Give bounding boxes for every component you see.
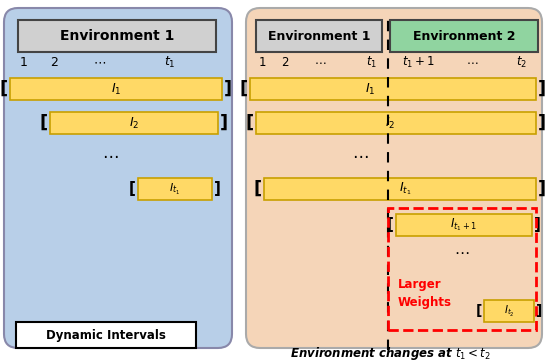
Bar [484,300,534,322]
Text: ]: ] [538,80,546,98]
Text: ]: ] [214,182,221,197]
Text: $\cdots$: $\cdots$ [93,55,106,68]
Text: [: [ [0,80,8,98]
Text: $t_1$: $t_1$ [164,55,176,70]
Text: [: [ [387,218,394,233]
Bar [256,20,382,52]
Text: $t_1$: $t_1$ [366,55,377,70]
Text: Environment 1: Environment 1 [60,29,174,43]
Text: ]: ] [220,114,228,132]
Bar [390,20,538,52]
Text: $\cdots$: $\cdots$ [454,245,470,260]
Text: [: [ [40,114,48,132]
Text: ]: ] [538,114,546,132]
FancyBboxPatch shape [246,8,542,348]
Text: $t_2$: $t_2$ [517,55,527,70]
Bar [264,178,536,200]
Text: $I_2$: $I_2$ [385,115,395,131]
Text: ]: ] [534,218,541,233]
Text: ]: ] [536,304,542,318]
Text: Environment 1: Environment 1 [268,29,370,43]
Bar [50,112,218,134]
Text: [: [ [129,182,136,197]
Text: ]: ] [538,180,546,198]
Text: [: [ [246,114,254,132]
Text: 2: 2 [50,55,58,68]
Bar [250,78,536,100]
Text: $I_{t_1+1}$: $I_{t_1+1}$ [450,217,478,233]
Text: $I_{t_2}$: $I_{t_2}$ [503,304,514,318]
Text: 1: 1 [20,55,28,68]
Text: $I_1$: $I_1$ [111,82,121,96]
FancyBboxPatch shape [4,8,232,348]
Text: $\cdots$: $\cdots$ [352,146,369,164]
Text: ]: ] [224,80,232,98]
Text: $\cdots$: $\cdots$ [314,55,326,68]
Bar [396,214,532,236]
Bar [10,78,222,100]
Text: [: [ [254,180,262,198]
Text: $t_1+1$: $t_1+1$ [401,55,435,70]
Text: $I_1$: $I_1$ [365,82,375,96]
Text: $I_{t_1}$: $I_{t_1}$ [399,181,411,197]
Text: [: [ [476,304,482,318]
Text: Larger
Weights: Larger Weights [398,278,452,309]
Text: $I_{t_1}$: $I_{t_1}$ [169,182,181,197]
Text: $\cdots$: $\cdots$ [102,146,118,164]
Text: Dynamic Intervals: Dynamic Intervals [46,328,166,341]
Text: Environment 2: Environment 2 [413,29,515,43]
Bar [256,112,536,134]
Text: 1: 1 [258,55,266,68]
Text: $I_2$: $I_2$ [129,115,139,131]
Bar [18,20,216,52]
Text: [: [ [240,80,248,98]
Text: Environment changes at $t_1 < t_2$: Environment changes at $t_1 < t_2$ [289,345,490,363]
Bar [16,322,196,348]
Bar [138,178,212,200]
Text: $\cdots$: $\cdots$ [466,55,478,68]
Text: 2: 2 [281,55,289,68]
